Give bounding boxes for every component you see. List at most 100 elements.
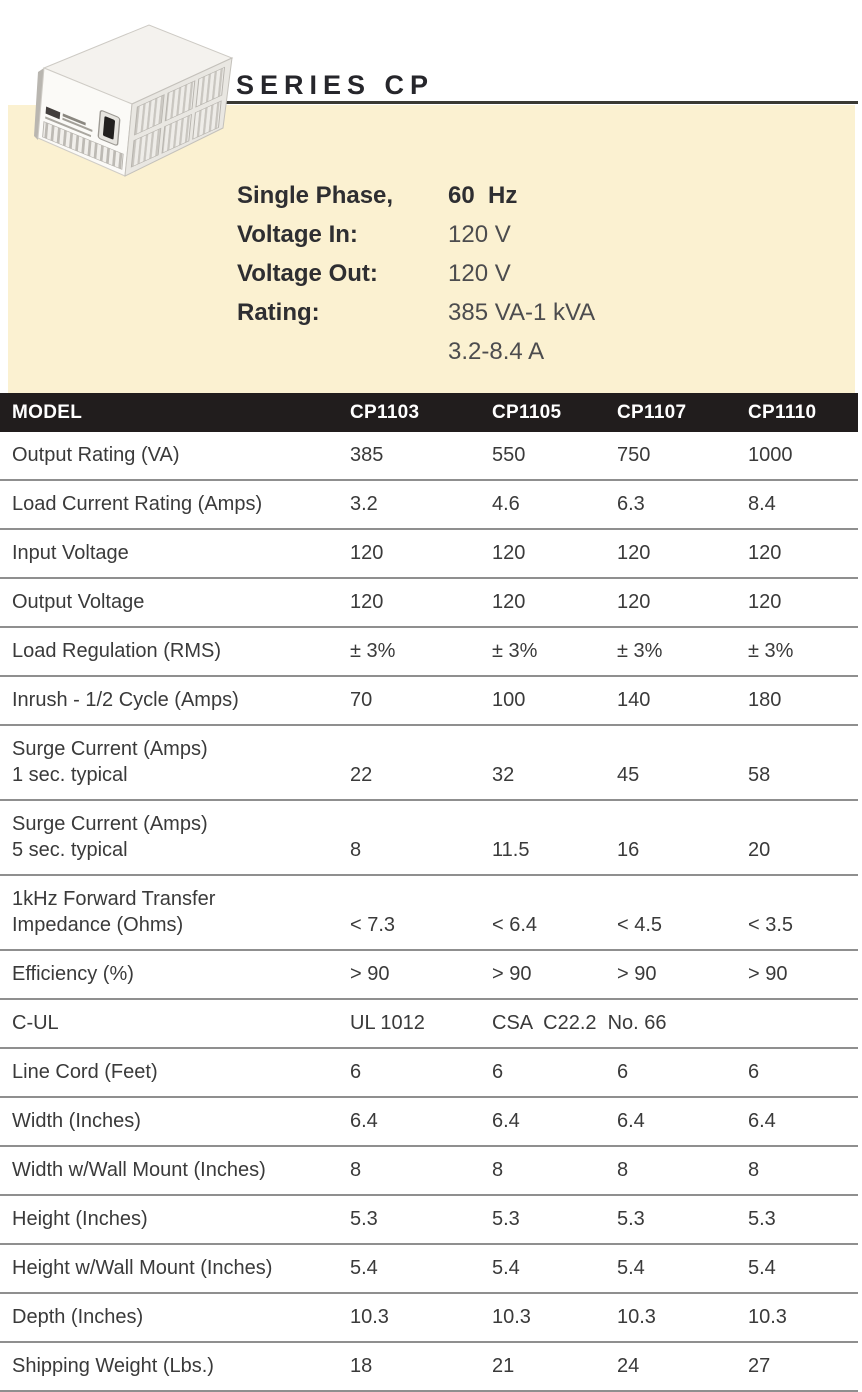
table-row: Height (Inches) 5.3 5.3 5.3 5.3 — [0, 1196, 858, 1245]
row-value: 24 — [617, 1355, 640, 1377]
spec-row: Rating: 385 VA-1 kVA — [237, 293, 595, 332]
table-row: Surge Current (Amps) 1 sec. typical 22 32 4… — [0, 726, 858, 801]
row-value: 32 — [492, 764, 515, 786]
row-value: 5.3 — [492, 1208, 520, 1230]
vent-grille-right — [130, 66, 226, 168]
row-label: Width w/Wall Mount (Inches) — [12, 1159, 266, 1181]
row-value: 8.4 — [748, 493, 776, 515]
row-value: 120 — [748, 542, 782, 564]
row-value: 10.3 — [350, 1306, 389, 1328]
row-label: Shipping Weight (Lbs.) — [12, 1355, 214, 1377]
row-value: > 90 — [492, 963, 532, 985]
row-value: 4.6 — [492, 493, 520, 515]
front-panel-details — [42, 106, 124, 170]
row-label: C-UL — [12, 1012, 59, 1034]
row-value: 27 — [748, 1355, 771, 1377]
spec-row: 3.2-8.4 A — [237, 332, 595, 371]
row-label: Output Voltage — [12, 591, 145, 613]
row-value: 6.4 — [617, 1110, 645, 1132]
spec-value: 60 Hz — [448, 182, 518, 209]
row-value: 5.4 — [492, 1257, 520, 1279]
row-label: Surge Current (Amps) 1 sec. typical — [12, 738, 208, 786]
table-row: Input Voltage 120 120 120 120 — [0, 530, 858, 579]
row-value: > 90 — [350, 963, 390, 985]
row-label: Height w/Wall Mount (Inches) — [12, 1257, 273, 1279]
row-label: Load Current Rating (Amps) — [12, 493, 263, 515]
table-row: Output Rating (VA) 385 550 750 1000 — [0, 432, 858, 481]
row-value: 8 — [617, 1159, 629, 1181]
spec-value: 385 VA-1 kVA — [448, 299, 596, 326]
page-title: SERIES CP — [236, 70, 435, 100]
table-row: Efficiency (%) > 90 > 90 > 90 > 90 — [0, 951, 858, 1000]
row-value: 550 — [492, 444, 526, 466]
row-value: 8 — [350, 839, 362, 861]
row-value: 11.5 — [492, 839, 530, 861]
row-value: 120 — [492, 542, 526, 564]
row-value: 10.3 — [492, 1306, 531, 1328]
row-label: Efficiency (%) — [12, 963, 134, 985]
row-value: 3.2 — [350, 493, 378, 515]
row-value: 5.3 — [748, 1208, 776, 1230]
model-header: MODEL — [12, 401, 83, 423]
row-value: 6.3 — [617, 493, 645, 515]
column-header-cp1103: CP1103 — [350, 401, 420, 423]
row-value: 8 — [350, 1159, 362, 1181]
row-value: 45 — [617, 764, 640, 786]
row-value: 100 — [492, 689, 526, 711]
spec-table: MODEL CP1103 CP1105 CP1107 CP1110 Output… — [0, 393, 858, 1392]
row-label: Inrush - 1/2 Cycle (Amps) — [12, 689, 239, 711]
table-row: Shipping Weight (Lbs.) 18 21 24 27 — [0, 1343, 858, 1392]
table-row: Surge Current (Amps) 5 sec. typical 8 11.5… — [0, 801, 858, 876]
column-header-cp1105: CP1105 — [492, 401, 562, 423]
row-value: 6 — [748, 1061, 760, 1083]
spec-label: Voltage In: — [237, 221, 358, 248]
product-photo — [34, 24, 234, 177]
row-value: 120 — [617, 591, 651, 613]
table-header-bar: MODEL CP1103 CP1105 CP1107 CP1110 — [0, 393, 858, 432]
row-value: 6.4 — [492, 1110, 520, 1132]
row-value: 18 — [350, 1355, 373, 1377]
row-value: 10.3 — [617, 1306, 656, 1328]
column-header-cp1110: CP1110 — [748, 401, 817, 423]
row-value: 16 — [617, 839, 640, 861]
summary-specs: Single Phase, 60 Hz Voltage In: 120 V Vo… — [237, 176, 595, 371]
row-label: Depth (Inches) — [12, 1306, 144, 1328]
row-value: 120 — [492, 591, 526, 613]
row-value: 140 — [617, 689, 651, 711]
row-value: 750 — [617, 444, 651, 466]
row-value: 180 — [748, 689, 782, 711]
title-underline — [128, 101, 858, 104]
spec-value: 120 V — [448, 221, 511, 248]
row-value: 58 — [748, 764, 771, 786]
row-value: < 4.5 — [617, 914, 663, 936]
row-value: 120 — [617, 542, 651, 564]
table-row: Width (Inches) 6.4 6.4 6.4 6.4 — [0, 1098, 858, 1147]
row-value: > 90 — [617, 963, 657, 985]
table-row: Load Current Rating (Amps) 3.2 4.6 6.3 8.4 — [0, 481, 858, 530]
table-row: Height w/Wall Mount (Inches) 5.4 5.4 5.4 5.4 — [0, 1245, 858, 1294]
row-value: < 7.3 — [350, 914, 396, 936]
row-value: 6 — [617, 1061, 629, 1083]
row-value: 120 — [350, 591, 384, 613]
row-value: 8 — [748, 1159, 760, 1181]
row-label: Height (Inches) — [12, 1208, 148, 1230]
table-row: Width w/Wall Mount (Inches) 8 8 8 8 — [0, 1147, 858, 1196]
row-value: 21 — [492, 1355, 515, 1377]
spec-row: Voltage In: 120 V — [237, 215, 595, 254]
row-value-span: CSA C22.2 No. 66 — [492, 1012, 667, 1034]
row-value: > 90 — [748, 963, 788, 985]
row-value: 8 — [492, 1159, 504, 1181]
spec-label: Single Phase, — [237, 182, 394, 209]
row-value: 6 — [350, 1061, 362, 1083]
row-value: 385 — [350, 444, 384, 466]
row-value: ± 3% — [492, 640, 538, 662]
row-value: 6.4 — [350, 1110, 378, 1132]
row-value: < 3.5 — [748, 914, 794, 936]
table-row: Depth (Inches) 10.3 10.3 10.3 10.3 — [0, 1294, 858, 1343]
row-value: 120 — [350, 542, 384, 564]
table-row: Line Cord (Feet) 6 6 6 6 — [0, 1049, 858, 1098]
row-label: Line Cord (Feet) — [12, 1061, 158, 1083]
table-row: Inrush - 1/2 Cycle (Amps) 70 100 140 180 — [0, 677, 858, 726]
spec-table-body: Output Rating (VA) 385 550 750 1000 Load Curr… — [0, 432, 858, 1392]
row-value: 20 — [748, 839, 771, 861]
